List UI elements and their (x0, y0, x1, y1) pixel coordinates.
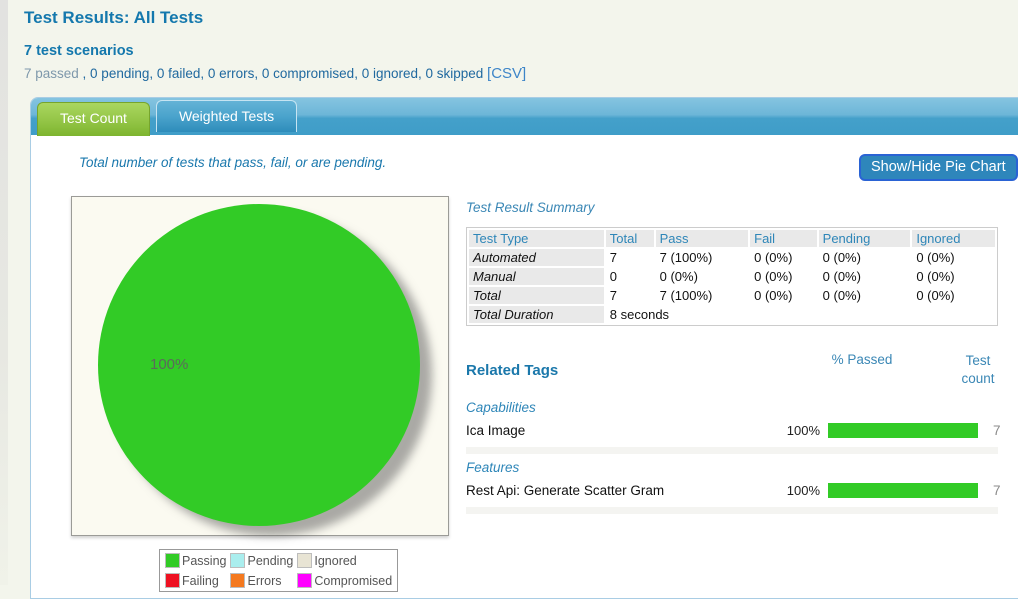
cell: 0 (0%) (659, 269, 698, 284)
results-tab-panel: Test Count Weighted Tests Total number o… (30, 97, 1018, 599)
table-row: Total 7 7 (100%) 0 (0%) 0 (0%) 0 (0%) (469, 287, 995, 304)
cell: 0 (0%) (754, 288, 793, 303)
cell: 7 (100%) (659, 250, 713, 265)
col-total: Total (605, 230, 654, 247)
tag-group-features: Features (466, 460, 520, 476)
cell: 0 (0%) (754, 269, 793, 284)
tag-percent-label: 100% (786, 482, 820, 498)
pie-chart-legend: Passing Pending Ignored Failing Errors C… (159, 549, 399, 592)
legend-label: Failing (182, 573, 219, 588)
pie-chart-passing-slice (98, 204, 420, 526)
status-other-counts: , 0 pending, 0 failed, 0 errors, 0 compr… (78, 66, 488, 81)
report-header: Test Results: All Tests 7 test scenarios… (24, 8, 526, 82)
tag-group-capabilities: Capabilities (466, 400, 536, 416)
row-separator (466, 507, 998, 515)
legend-item-errors: Errors (230, 573, 293, 588)
legend-label: Ignored (314, 553, 357, 568)
summary-column: Test Result Summary Test Type Total Pass… (466, 200, 1001, 516)
tab-strip: Test Count Weighted Tests (31, 98, 1018, 136)
row-label-duration: Total Duration (469, 306, 604, 323)
col-ignored: Ignored (912, 230, 995, 247)
related-tags-section: Related Tags % Passed Test count Capabil… (466, 352, 1001, 515)
passing-swatch-icon (165, 553, 180, 568)
show-hide-pie-chart-button[interactable]: Show/Hide Pie Chart (859, 154, 1018, 181)
pending-swatch-icon (230, 553, 246, 568)
cell: 7 (609, 288, 618, 303)
cell: 0 (609, 269, 618, 284)
page-title: Test Results: All Tests (24, 8, 204, 27)
tag-test-count: 7 (993, 422, 1001, 438)
tag-row-rest-api: Rest Api: Generate Scatter Gram 100% 7 (466, 479, 1001, 501)
table-row: Manual 0 0 (0%) 0 (0%) 0 (0%) 0 (0%) (469, 268, 995, 285)
summary-header-row: Test Type Total Pass Fail Pending Ignore… (469, 230, 995, 247)
cell: 0 (0%) (822, 250, 861, 265)
legend-item-passing: Passing (165, 553, 226, 568)
legend-item-failing: Failing (165, 573, 226, 588)
table-row: Automated 7 7 (100%) 0 (0%) 0 (0%) 0 (0%… (469, 249, 995, 266)
tag-percent-label: 100% (786, 422, 820, 438)
cell: 0 (0%) (822, 288, 861, 303)
row-separator (466, 447, 998, 455)
tag-name: Ica Image (466, 422, 526, 438)
tag-name: Rest Api: Generate Scatter Gram (466, 482, 665, 498)
ignored-swatch-icon (297, 553, 313, 568)
row-label-total: Total (469, 287, 604, 304)
test-result-summary-table: Test Type Total Pass Fail Pending Ignore… (466, 227, 998, 326)
compromised-swatch-icon (297, 573, 313, 588)
passed-count-link[interactable]: 7 passed (24, 66, 79, 81)
col-pending: Pending (818, 230, 911, 247)
cell: 7 (100%) (659, 288, 713, 303)
legend-item-pending: Pending (230, 553, 293, 568)
failing-swatch-icon (165, 573, 180, 588)
legend-label: Pending (247, 553, 294, 568)
legend-label: Errors (247, 573, 282, 588)
pie-chart-panel: 100% (71, 196, 449, 536)
tab-test-count[interactable]: Test Count (37, 102, 150, 136)
cell: 0 (0%) (916, 250, 955, 265)
legend-item-ignored: Ignored (297, 553, 392, 568)
table-row-duration: Total Duration 8 seconds (469, 306, 995, 323)
cell: 0 (0%) (916, 269, 955, 284)
errors-swatch-icon (230, 573, 246, 588)
related-tags-header-row: Related Tags % Passed Test count (466, 352, 998, 394)
cell: 0 (0%) (754, 250, 793, 265)
tag-row-ica-image: Ica Image 100% 7 (466, 419, 1001, 441)
page-left-edge (0, 0, 8, 585)
col-test-type: Test Type (469, 230, 604, 247)
col-pass: Pass (655, 230, 749, 247)
legend-item-compromised: Compromised (297, 573, 392, 588)
cell: 0 (0%) (822, 269, 861, 284)
percent-passed-bar (828, 422, 978, 438)
cell: 0 (0%) (916, 288, 955, 303)
scenario-count: 7 test scenarios (24, 43, 134, 59)
row-label-automated: Automated (469, 249, 604, 266)
csv-export-link[interactable]: [CSV] (487, 65, 527, 82)
row-label-manual: Manual (469, 268, 604, 285)
col-fail: Fail (750, 230, 817, 247)
cell: 7 (609, 250, 618, 265)
legend-label: Passing (182, 553, 227, 568)
panel-description: Total number of tests that pass, fail, o… (79, 155, 387, 170)
percent-passed-header: % Passed (831, 352, 893, 367)
legend-label: Compromised (314, 573, 393, 588)
duration-value: 8 seconds (609, 307, 670, 322)
status-line: 7 passed , 0 pending, 0 failed, 0 errors… (24, 65, 526, 82)
tab-weighted-tests[interactable]: Weighted Tests (155, 100, 298, 132)
test-count-header: Test count (961, 353, 995, 387)
summary-heading: Test Result Summary (466, 200, 595, 215)
tag-test-count: 7 (993, 482, 1001, 498)
related-tags-heading: Related Tags (466, 361, 559, 379)
pie-slice-label: 100% (150, 356, 189, 373)
percent-passed-bar (828, 482, 978, 498)
